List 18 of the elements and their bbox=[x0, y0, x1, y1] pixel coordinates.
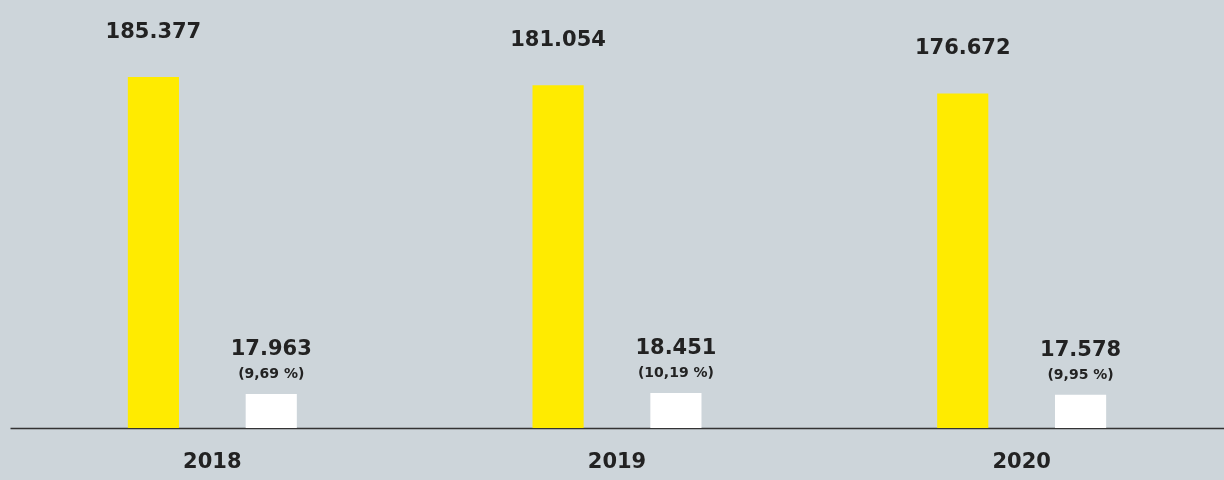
data-label: 185.377 bbox=[105, 19, 202, 43]
data-label: 17.963 bbox=[230, 335, 312, 360]
bar bbox=[127, 77, 179, 428]
data-label: 176.672 bbox=[914, 35, 1011, 60]
bar bbox=[532, 85, 584, 428]
annotation: (9,69 %) bbox=[238, 364, 305, 381]
x-tick-label: 2020 bbox=[992, 448, 1051, 473]
data-label: 181.054 bbox=[510, 27, 606, 52]
x-tick-label: 2018 bbox=[183, 448, 242, 473]
bar bbox=[245, 393, 297, 428]
annotation: (10,19 %) bbox=[637, 364, 714, 381]
data-label: 17.578 bbox=[1040, 336, 1122, 361]
bar bbox=[1055, 394, 1107, 428]
data-label: 18.451 bbox=[635, 335, 717, 360]
bar bbox=[650, 393, 702, 428]
x-tick-label: 2019 bbox=[587, 448, 647, 473]
bar bbox=[937, 93, 989, 428]
annotation: (9,95 %) bbox=[1047, 365, 1114, 382]
